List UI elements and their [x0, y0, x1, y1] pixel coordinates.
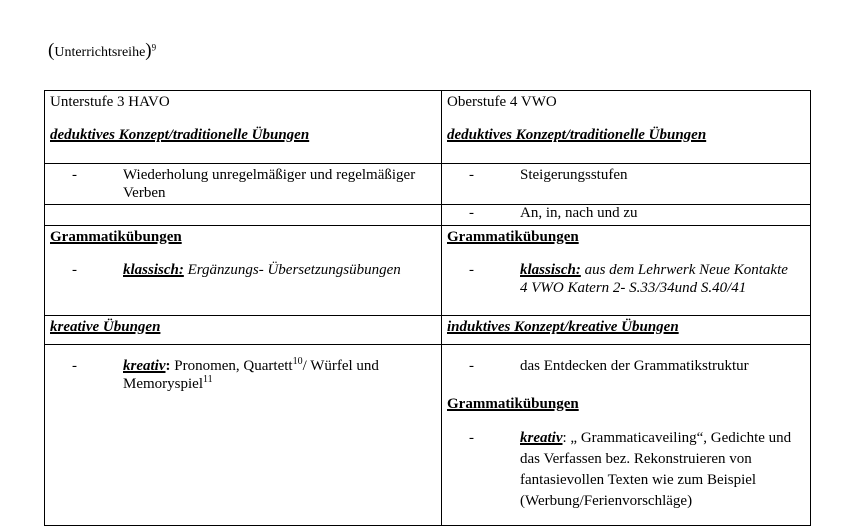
cell-kreativ-left: - kreativ: Pronomen, Quartett10/ Würfel …: [44, 344, 442, 526]
cell-header-unterstufe: Unterstufe 3 HAVO deduktives Konzept/tra…: [44, 90, 442, 164]
column-title-left: Unterstufe 3 HAVO: [50, 94, 170, 110]
table-row-kreativ-heading: kreative Übungen induktives Konzept/krea…: [44, 315, 811, 345]
footnote-ref-9: 9: [151, 42, 157, 53]
bullet-text: An, in, nach und zu: [520, 205, 638, 221]
bullet-text: Pronomen, Quartett: [174, 358, 293, 374]
bullet-item: - Wiederholung unregelmäßiger und regelm…: [50, 166, 433, 202]
bullet-text: aus dem Lehrwerk Neue Kontakte 4 VWO Kat…: [520, 262, 788, 296]
section-heading: Grammatikübungen: [50, 229, 182, 245]
page-heading: (Unterrichtsreihe)9: [48, 41, 156, 63]
table-row-exercises-1: - Wiederholung unregelmäßiger und regelm…: [44, 163, 811, 205]
table-row-exercises-2: - An, in, nach und zu: [44, 204, 811, 226]
heading-paren-open: (: [48, 40, 55, 61]
bullet-text: Wiederholung unregelmäßiger und regelmäß…: [123, 167, 416, 201]
dash-marker: -: [469, 430, 474, 446]
bullet-text: das Entdecken der Grammatikstruktur: [520, 358, 749, 374]
bullet-item: - kreativ: „ Grammaticaveiling“, Gedicht…: [447, 428, 802, 512]
item-label: kreativ: [123, 358, 166, 374]
bullet-item: - Steigerungsstufen: [447, 166, 802, 184]
footnote-ref-10: 10: [292, 356, 303, 367]
section-heading: Grammatikübungen: [447, 229, 579, 245]
dash-marker: -: [469, 205, 474, 221]
dash-marker: -: [72, 167, 77, 183]
bullet-text: Ergänzungs- Übersetzungsübungen: [187, 262, 401, 278]
item-label-colon: :: [165, 358, 171, 374]
section-heading: kreative Übungen: [50, 319, 161, 335]
section-heading: induktives Konzept/kreative Übungen: [447, 319, 679, 335]
table-row-grammatikuebungen: Grammatikübungen - klassisch: Ergänzungs…: [44, 225, 811, 316]
concept-heading-right: deduktives Konzept/traditionelle Übungen: [447, 127, 707, 143]
table-row-header: Unterstufe 3 HAVO deduktives Konzept/tra…: [44, 90, 811, 164]
cell-kreative-uebungen: kreative Übungen: [44, 315, 442, 345]
bullet-item: - klassisch: aus dem Lehrwerk Neue Konta…: [447, 261, 802, 297]
dash-marker: -: [72, 262, 77, 278]
column-title-right: Oberstufe 4 VWO: [447, 94, 557, 110]
item-label-colon: :: [562, 430, 567, 446]
dash-marker: -: [72, 358, 77, 374]
bullet-text: Steigerungsstufen: [520, 167, 628, 183]
heading-text: Unterrichtsreihe: [54, 45, 146, 60]
cell-grammatik-left: Grammatikübungen - klassisch: Ergänzungs…: [44, 225, 442, 316]
heading-paren-close: ): [145, 40, 152, 61]
cell-praepositionen: - An, in, nach und zu: [441, 204, 811, 226]
item-label: kreativ: [520, 430, 563, 446]
bullet-text: / Würfel und: [302, 358, 379, 374]
bullet-item: - das Entdecken der Grammatikstruktur: [447, 357, 802, 375]
cell-kreativ-right: - das Entdecken der Grammatikstruktur Gr…: [441, 344, 811, 526]
bullet-item: - An, in, nach und zu: [447, 206, 802, 221]
section-heading: Grammatikübungen: [447, 396, 579, 412]
cell-header-oberstufe: Oberstufe 4 VWO deduktives Konzept/tradi…: [441, 90, 811, 164]
cell-empty: [44, 204, 442, 226]
dash-marker: -: [469, 358, 474, 374]
bullet-item: - kreativ: Pronomen, Quartett10/ Würfel …: [50, 357, 433, 393]
dash-marker: -: [469, 262, 474, 278]
comparison-table: Unterstufe 3 HAVO deduktives Konzept/tra…: [44, 90, 811, 526]
concept-heading-left: deduktives Konzept/traditionelle Übungen: [50, 127, 310, 143]
bullet-text: „ Grammaticaveiling“, Gedichte und das V…: [520, 430, 792, 509]
item-label: klassisch:: [520, 262, 581, 278]
dash-marker: -: [469, 167, 474, 183]
cell-wiederholung: - Wiederholung unregelmäßiger und regelm…: [44, 163, 442, 205]
bullet-text: Memoryspiel: [123, 376, 203, 392]
table-row-kreativ-content: - kreativ: Pronomen, Quartett10/ Würfel …: [44, 344, 811, 526]
cell-induktives-konzept: induktives Konzept/kreative Übungen: [441, 315, 811, 345]
bullet-item: - klassisch: Ergänzungs- Übersetzungsübu…: [50, 261, 433, 279]
cell-grammatik-right: Grammatikübungen - klassisch: aus dem Le…: [441, 225, 811, 316]
cell-steigerungsstufen: - Steigerungsstufen: [441, 163, 811, 205]
footnote-ref-11: 11: [203, 374, 213, 385]
item-label: klassisch:: [123, 262, 184, 278]
